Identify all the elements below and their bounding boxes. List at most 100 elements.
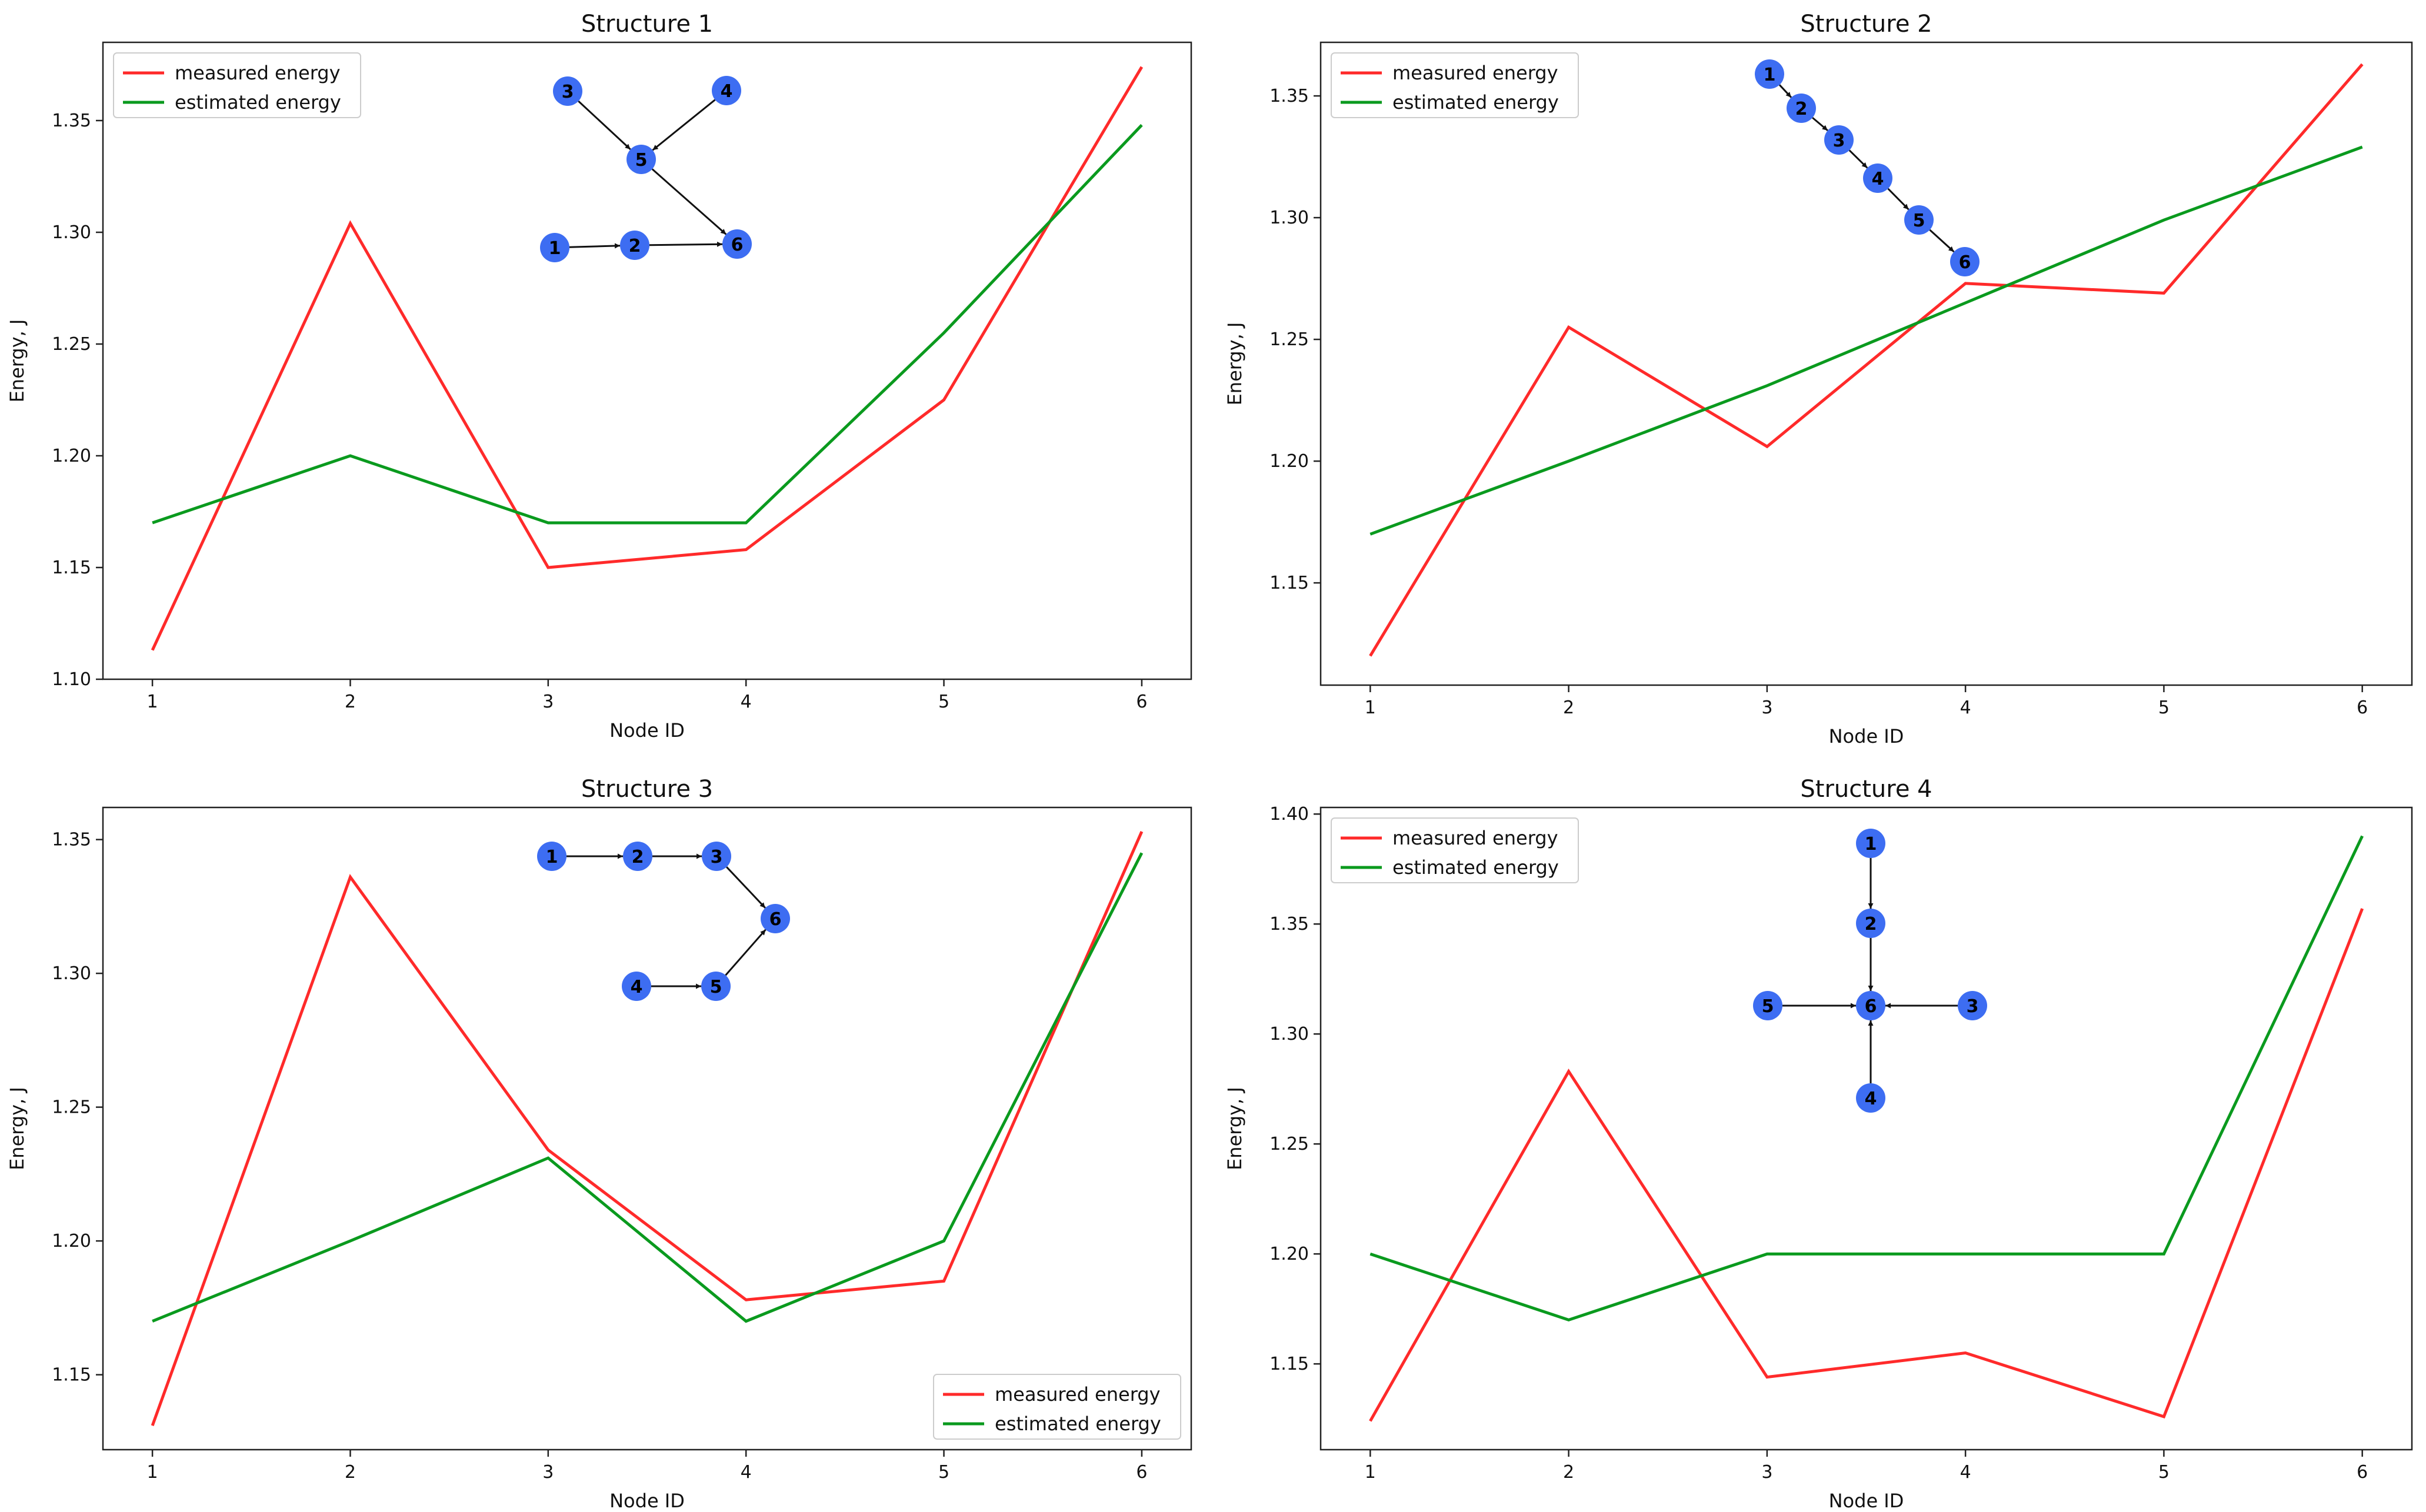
x-tick-label: 5 xyxy=(938,692,949,712)
x-tick-label: 4 xyxy=(741,1462,752,1483)
legend-box xyxy=(933,1374,1181,1440)
legend: measured energy estimated energy xyxy=(933,1374,1181,1440)
graph-node xyxy=(1856,909,1885,938)
x-tick-label: 2 xyxy=(345,1462,356,1483)
x-tick-label: 1 xyxy=(147,692,158,712)
series-line-measured xyxy=(1369,908,2364,1422)
y-tick-label: 1.30 xyxy=(1269,1024,1309,1044)
y-axis-label: Energy, J xyxy=(1224,1087,1246,1170)
graph-node xyxy=(1950,247,1980,276)
y-axis-label: Energy, J xyxy=(6,319,28,403)
graph-node xyxy=(1856,829,1885,858)
legend: measured energy estimated energy xyxy=(1331,817,1579,883)
legend-box xyxy=(113,52,361,118)
y-tick-label: 1.15 xyxy=(52,1365,91,1386)
chart-title: Structure 3 xyxy=(581,776,713,803)
series-line-measured xyxy=(1369,63,2364,657)
y-tick-label: 1.25 xyxy=(1269,329,1309,350)
graph-node-label: 5 xyxy=(710,977,722,997)
y-tick-label: 1.40 xyxy=(1269,804,1309,825)
graph-node xyxy=(712,76,741,105)
graph-node xyxy=(540,233,569,262)
graph-node-label: 4 xyxy=(1865,1089,1877,1109)
graph-node-label: 1 xyxy=(546,847,558,867)
graph-node-label: 5 xyxy=(1762,996,1774,1017)
graph-node xyxy=(1958,991,1987,1020)
graph-node-label: 6 xyxy=(1865,996,1877,1017)
graph-edge xyxy=(1887,188,1910,211)
graph-node xyxy=(1904,205,1934,235)
y-tick-label: 1.20 xyxy=(1269,1244,1309,1264)
graph-node xyxy=(702,842,731,871)
x-tick-label: 6 xyxy=(2357,697,2368,718)
x-tick-label: 4 xyxy=(1960,1462,1971,1483)
x-tick-label: 2 xyxy=(1563,697,1574,718)
chart-panel-2: Structure 21 2 3 4 5 61.151.201.251.301.35Nod… xyxy=(1224,11,2413,747)
chart-panel-3: Structure 3 1 2 3 4 5 6 1.15 1.20 1.25 1.30 1.35 Nod… xyxy=(6,776,1192,1512)
legend-entry: measured energy xyxy=(995,1383,1161,1406)
legend-entry: measured energy xyxy=(1392,827,1558,849)
x-tick-label: 4 xyxy=(741,692,752,712)
y-tick-label: 1.35 xyxy=(1269,914,1309,934)
y-tick-label: 1.20 xyxy=(1269,451,1309,472)
y-tick-label: 1.35 xyxy=(52,111,91,131)
graph-node xyxy=(1787,94,1816,123)
graph-node xyxy=(761,904,790,933)
y-tick-label: 1.25 xyxy=(52,1097,91,1118)
chart-panel-4: Structure 4 1 2 3 4 5 6 1.15 1.20 1.25 1.30 1.35 1.4… xyxy=(1224,776,2413,1512)
legend-entry: estimated energy xyxy=(175,91,341,114)
x-tick-label: 2 xyxy=(345,692,356,712)
series-line-measured xyxy=(151,66,1144,651)
graph-edge xyxy=(726,866,766,909)
graph-node xyxy=(1755,59,1784,89)
y-tick-label: 1.15 xyxy=(1269,1354,1309,1374)
graph-node xyxy=(1856,1083,1885,1113)
x-tick-label: 5 xyxy=(2158,697,2170,718)
x-axis-label: Node ID xyxy=(1829,1490,1904,1512)
plot-frame xyxy=(102,41,1192,680)
graph-node-label: 2 xyxy=(1865,914,1877,934)
graph-edge xyxy=(1778,84,1792,98)
legend-entry: measured energy xyxy=(1392,62,1558,84)
graph-edge xyxy=(652,99,716,151)
graph-node-label: 2 xyxy=(632,847,644,867)
plot-frame xyxy=(1319,806,2413,1451)
x-tick-label: 4 xyxy=(1960,697,1971,718)
y-tick-label: 1.30 xyxy=(52,222,91,243)
y-tick-label: 1.35 xyxy=(1269,86,1309,106)
graph-edge xyxy=(1929,229,1955,253)
x-tick-label: 5 xyxy=(2158,1462,2170,1483)
graph-node xyxy=(537,842,566,871)
x-tick-label: 6 xyxy=(2357,1462,2368,1483)
graph-edge xyxy=(569,243,621,249)
legend: measured energy estimated energy xyxy=(1331,52,1579,118)
plot-frame xyxy=(1319,41,2413,686)
x-tick-label: 6 xyxy=(1136,1462,1147,1483)
graph-node xyxy=(1824,125,1854,155)
graph-node-label: 6 xyxy=(1959,252,1971,273)
graph-edge xyxy=(1812,116,1828,132)
graph-node-label: 3 xyxy=(1967,996,1979,1017)
legend-entry: estimated energy xyxy=(995,1413,1161,1435)
series-line-measured xyxy=(151,830,1144,1426)
y-tick-label: 1.30 xyxy=(1269,208,1309,228)
graph-edge xyxy=(1848,149,1868,169)
chart-panel-1: Structure 1 1 2 3 4 5 6 1.10 1.15 1.20 1.25 1.30 1.3… xyxy=(6,11,1192,742)
graph-node-label: 2 xyxy=(1795,99,1808,119)
graph-node-label: 6 xyxy=(731,235,744,255)
legend-entry: estimated energy xyxy=(1392,91,1559,114)
graph-node-label: 3 xyxy=(562,82,574,102)
graph-node-label: 5 xyxy=(635,150,648,171)
graph-edge xyxy=(725,929,767,976)
graph-node-label: 1 xyxy=(1764,65,1776,85)
y-axis-label: Energy, J xyxy=(1224,322,1246,406)
graph-node-label: 3 xyxy=(711,847,723,867)
x-tick-label: 3 xyxy=(1761,697,1772,718)
graph-node xyxy=(553,76,582,106)
y-axis-label: Energy, J xyxy=(6,1087,28,1170)
graph-node xyxy=(1863,163,1892,193)
graph-edge xyxy=(649,241,723,247)
